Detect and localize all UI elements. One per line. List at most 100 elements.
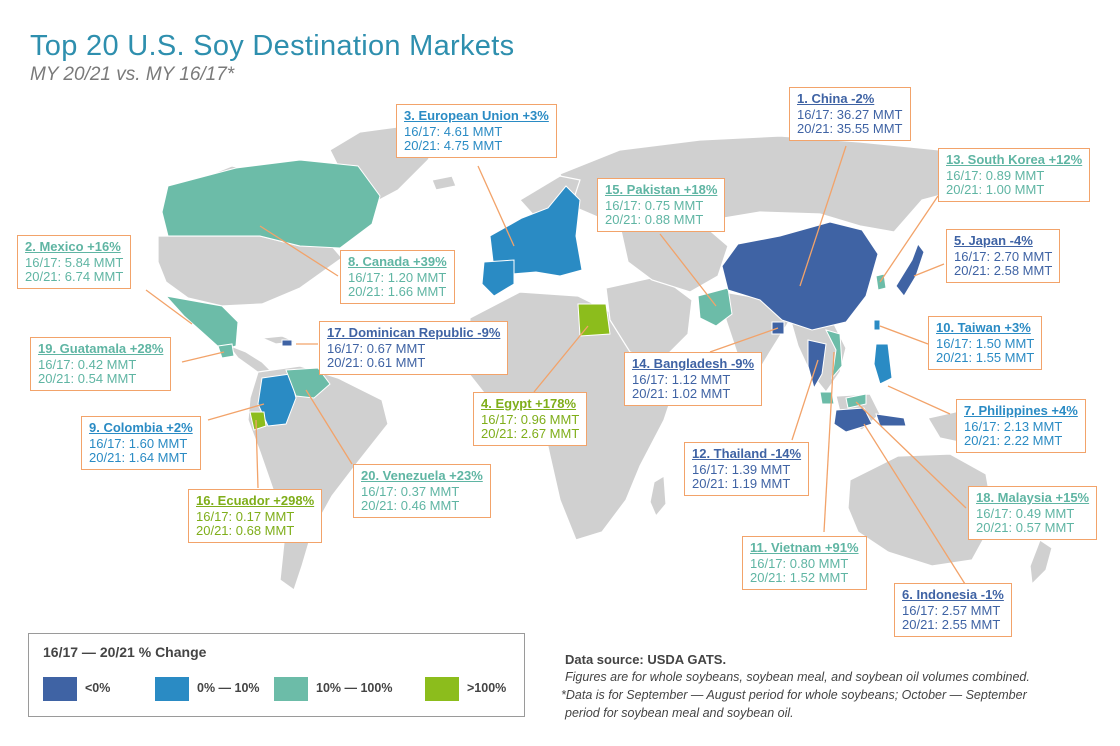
callout-2021: 20/21: 1.52 MMT bbox=[750, 570, 849, 585]
callout-2021: 20/21: 1.55 MMT bbox=[936, 350, 1035, 365]
callout-2021: 20/21: 2.55 MMT bbox=[902, 617, 1001, 632]
callout-1617: 16/17: 0.89 MMT bbox=[946, 167, 1045, 183]
leader-eu bbox=[477, 165, 515, 247]
callout-2021: 20/21: 6.74 MMT bbox=[25, 269, 124, 284]
vietnam-shape bbox=[825, 329, 843, 380]
note-period-cont: period for soybean meal and soybean oil. bbox=[565, 706, 794, 720]
callout-2021: 20/21: 0.46 MMT bbox=[361, 498, 460, 513]
callout-japan: 5. Japan -4% 16/17: 2.70 MMT 20/21: 2.58… bbox=[946, 229, 1061, 283]
legend-label-0-10: 0% — 10% bbox=[197, 681, 260, 695]
callout-2021: 20/21: 1.02 MMT bbox=[632, 386, 731, 401]
callout-1617: 16/17: 0.75 MMT bbox=[605, 197, 704, 213]
callout-2021: 20/21: 35.55 MMT bbox=[797, 121, 903, 136]
callout-1617: 16/17: 36.27 MMT bbox=[797, 106, 903, 122]
data-source: Data source: USDA GATS. bbox=[565, 652, 727, 667]
page-title: Top 20 U.S. Soy Destination Markets bbox=[30, 30, 515, 62]
callout-venezuela: 20. Venezuela +23% 16/17: 0.37 MMT 20/21… bbox=[353, 464, 491, 518]
legend-swatch-over-100 bbox=[425, 677, 459, 701]
callout-title: 7. Philippines +4% bbox=[964, 403, 1078, 418]
leader-canada bbox=[259, 225, 339, 277]
callout-title: 3. European Union +3% bbox=[404, 108, 549, 123]
callout-title: 5. Japan -4% bbox=[954, 233, 1033, 248]
callout-title: 13. South Korea +12% bbox=[946, 152, 1083, 167]
callout-egypt: 4. Egypt +178% 16/17: 0.96 MMT 20/21: 2.… bbox=[473, 392, 588, 446]
canada-shape bbox=[161, 159, 381, 249]
guatemala-shape bbox=[217, 343, 235, 359]
leader-pakistan bbox=[659, 233, 717, 307]
leader-venezuela bbox=[305, 389, 353, 465]
callout-1617: 16/17: 1.50 MMT bbox=[936, 335, 1035, 351]
leader-china bbox=[799, 145, 847, 287]
callout-1617: 16/17: 0.67 MMT bbox=[327, 340, 426, 356]
callout-title: 10. Taiwan +3% bbox=[936, 320, 1031, 335]
callout-guatemala: 19. Guatamala +28% 16/17: 0.42 MMT 20/21… bbox=[30, 337, 172, 391]
callout-title: 19. Guatamala +28% bbox=[38, 341, 164, 356]
callout-south-korea: 13. South Korea +12% 16/17: 0.89 MMT 20/… bbox=[938, 148, 1091, 202]
callout-title: 12. Thailand -14% bbox=[692, 446, 802, 461]
callout-title: 8. Canada +39% bbox=[348, 254, 447, 269]
south-korea-shape bbox=[875, 273, 887, 291]
callout-1617: 16/17: 0.42 MMT bbox=[38, 356, 137, 372]
callout-canada: 8. Canada +39% 16/17: 1.20 MMT 20/21: 1.… bbox=[340, 250, 455, 304]
callout-colombia: 9. Colombia +2% 16/17: 1.60 MMT 20/21: 1… bbox=[81, 416, 201, 470]
leader-vietnam bbox=[823, 351, 835, 533]
leader-taiwan bbox=[879, 325, 929, 345]
ecuador-shape bbox=[249, 411, 267, 431]
pakistan-shape bbox=[697, 287, 733, 327]
legend-swatch-10-100 bbox=[274, 677, 308, 701]
leader-egypt bbox=[533, 325, 589, 393]
callout-philippines: 7. Philippines +4% 16/17: 2.13 MMT 20/21… bbox=[956, 399, 1086, 453]
callout-title: 15. Pakistan +18% bbox=[605, 182, 718, 197]
page-subtitle: MY 20/21 vs. MY 16/17* bbox=[30, 64, 235, 85]
callout-2021: 20/21: 2.67 MMT bbox=[481, 426, 580, 441]
indonesia-shape bbox=[833, 407, 907, 433]
legend-label-decline: <0% bbox=[85, 681, 111, 695]
callout-malaysia: 18. Malaysia +15% 16/17: 0.49 MMT 20/21:… bbox=[968, 486, 1098, 540]
callout-title: 17. Dominican Republic -9% bbox=[327, 325, 501, 340]
australia-shape bbox=[847, 453, 995, 567]
egypt-shape bbox=[577, 303, 611, 337]
callout-2021: 20/21: 0.61 MMT bbox=[327, 355, 426, 370]
callout-1617: 16/17: 5.84 MMT bbox=[25, 254, 124, 270]
callout-title: 11. Vietnam +91% bbox=[750, 540, 859, 555]
philippines-shape bbox=[873, 343, 893, 385]
callout-mexico: 2. Mexico +16% 16/17: 5.84 MMT 20/21: 6.… bbox=[17, 235, 132, 289]
callout-2021: 20/21: 4.75 MMT bbox=[404, 138, 503, 153]
callout-thailand: 12. Thailand -14% 16/17: 1.39 MMT 20/21:… bbox=[684, 442, 810, 496]
callout-taiwan: 10. Taiwan +3% 16/17: 1.50 MMT 20/21: 1.… bbox=[928, 316, 1043, 370]
callout-1617: 16/17: 0.37 MMT bbox=[361, 483, 460, 499]
leader-south-korea bbox=[879, 195, 939, 283]
callout-1617: 16/17: 0.49 MMT bbox=[976, 505, 1075, 521]
leader-indonesia bbox=[863, 423, 966, 585]
note-figures: Figures are for whole soybeans, soybean … bbox=[565, 670, 1030, 684]
callout-title: 16. Ecuador +298% bbox=[196, 493, 315, 508]
callout-eu: 3. European Union +3% 16/17: 4.61 MMT 20… bbox=[396, 104, 557, 158]
callout-1617: 16/17: 2.13 MMT bbox=[964, 418, 1063, 434]
callout-dominican-republic: 17. Dominican Republic -9% 16/17: 0.67 M… bbox=[319, 321, 509, 375]
leader-mexico bbox=[145, 289, 193, 325]
legend-label-over-100: >100% bbox=[467, 681, 507, 695]
callout-1617: 16/17: 1.12 MMT bbox=[632, 371, 731, 387]
madagascar-shape bbox=[649, 474, 667, 518]
callout-2021: 20/21: 0.88 MMT bbox=[605, 212, 704, 227]
callout-2021: 20/21: 0.57 MMT bbox=[976, 520, 1075, 535]
legend-swatch-0-10 bbox=[155, 677, 189, 701]
callout-2021: 20/21: 1.66 MMT bbox=[348, 284, 447, 299]
callout-1617: 16/17: 1.60 MMT bbox=[89, 435, 188, 451]
legend-swatch-decline bbox=[43, 677, 77, 701]
note-period: *Data is for September — August period f… bbox=[561, 688, 1027, 702]
callout-title: 9. Colombia +2% bbox=[89, 420, 193, 435]
legend-title: 16/17 — 20/21 % Change bbox=[43, 644, 207, 660]
callout-title: 14. Bangladesh -9% bbox=[632, 356, 755, 371]
leader-thailand bbox=[791, 359, 819, 441]
callout-title: 6. Indonesia -1% bbox=[902, 587, 1004, 602]
callout-2021: 20/21: 1.64 MMT bbox=[89, 450, 188, 465]
callout-1617: 16/17: 0.80 MMT bbox=[750, 555, 849, 571]
taiwan-shape bbox=[873, 319, 881, 331]
callout-vietnam: 11. Vietnam +91% 16/17: 0.80 MMT 20/21: … bbox=[742, 536, 867, 590]
legend-label-10-100: 10% — 100% bbox=[316, 681, 393, 695]
legend: 16/17 — 20/21 % Change <0% 0% — 10% 10% … bbox=[28, 633, 525, 717]
callout-title: 2. Mexico +16% bbox=[25, 239, 121, 254]
leader-bangladesh bbox=[709, 327, 779, 353]
callout-1617: 16/17: 1.20 MMT bbox=[348, 269, 447, 285]
